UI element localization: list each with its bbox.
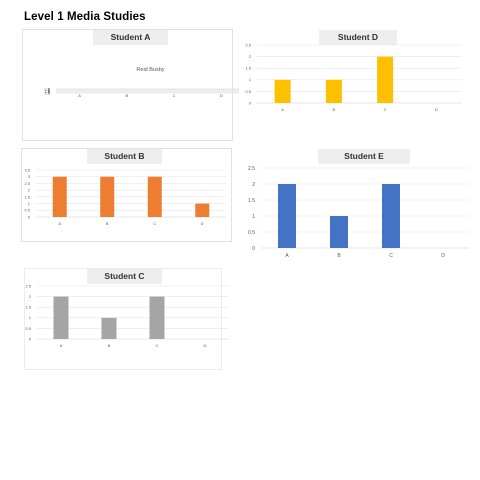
x-tick-label: A — [78, 93, 81, 98]
y-tick-label: 1.5 — [24, 194, 30, 199]
y-tick-label: 2 — [252, 182, 255, 188]
y-tick-label: 1.5 — [44, 89, 50, 94]
y-tick-label: 0.5 — [24, 208, 30, 213]
bar-c — [147, 176, 162, 217]
x-tick-label: C — [153, 221, 156, 226]
x-tick-label: A — [58, 221, 61, 226]
chart-student-d: 0 0.5 1 1.5 2 2.5 A B C D — [245, 42, 462, 112]
chart-title-student-b: Student B — [87, 149, 162, 164]
y-tick-label: 1 — [29, 315, 32, 320]
chart-student-e: 0 0.5 1 1.5 2 2.5 A B C D — [248, 166, 469, 259]
bar-c — [377, 56, 394, 103]
y-tick-label: 1.5 — [245, 66, 251, 71]
y-tick-label: 0 — [29, 336, 32, 341]
y-tick-label: 2.5 — [44, 90, 50, 95]
y-tick-label: 0 — [252, 246, 255, 252]
y-tick-label: 0.5 — [44, 87, 50, 92]
x-tick-label: A — [60, 343, 63, 348]
chart-subtitle: Reid Busby — [136, 67, 164, 73]
y-tick-label: 1.5 — [25, 305, 31, 310]
y-tick-label: 1 — [28, 201, 31, 206]
chart-student-c: 0 0.5 1 1.5 2 2.5 A B C D — [25, 283, 229, 348]
x-tick-label: C — [156, 343, 159, 348]
x-tick-label: D — [435, 107, 438, 112]
y-tick-label: 1 — [48, 88, 51, 93]
y-tick-label: 0.5 — [248, 230, 255, 236]
bar-a — [278, 184, 296, 248]
chart-title-student-a: Student A — [93, 30, 168, 45]
chart-panel-student-e — [238, 147, 471, 264]
y-tick-label: 0 — [48, 86, 51, 91]
bar-b — [101, 317, 117, 339]
y-tick-label: 2 — [48, 90, 51, 95]
x-tick-label: C — [173, 93, 176, 98]
x-tick-label: C — [389, 253, 393, 259]
y-tick-label: 0.5 — [245, 89, 251, 94]
bar-b — [330, 216, 348, 248]
y-tick-label: 1 — [249, 77, 252, 82]
y-tick-label: 2.5 — [245, 42, 251, 47]
y-tick-label: 0.5 — [25, 326, 31, 331]
x-tick-label: D — [201, 221, 204, 226]
x-tick-label: B — [108, 343, 111, 348]
x-tick-label: B — [126, 93, 129, 98]
y-tick-label: 1.5 — [248, 198, 255, 204]
bar-c — [382, 184, 400, 248]
y-tick-label: 2.5 — [24, 181, 30, 186]
y-tick-label: 2 — [28, 188, 31, 193]
chart-panel-student-a — [22, 29, 233, 141]
x-tick-label: C — [384, 107, 387, 112]
x-tick-label: A — [285, 253, 289, 259]
chart-title-student-d: Student D — [319, 30, 397, 45]
y-tick-label: 0 — [249, 100, 252, 105]
x-tick-label: A — [281, 107, 284, 112]
y-tick-label: 2.5 — [25, 283, 31, 288]
x-tick-label: D — [441, 253, 445, 259]
bar-b — [325, 79, 342, 103]
x-tick-label: B — [337, 253, 341, 259]
y-tick-label: 1 — [252, 214, 255, 220]
chart-title-student-e: Student E — [318, 149, 410, 164]
x-tick-label: D — [204, 343, 207, 348]
chart-title-student-c: Student C — [87, 269, 162, 284]
y-tick-label: 2 — [249, 54, 252, 59]
page-title: Level 1 Media Studies — [24, 11, 146, 23]
chart-student-a: Reid Busby 00.511.522.5 A B C D — [44, 67, 245, 98]
y-tick-label: 0 — [28, 214, 31, 219]
bar-c — [149, 296, 165, 339]
y-tick-label: 2 — [29, 294, 32, 299]
bar-a — [52, 176, 67, 217]
bar-a — [53, 296, 69, 339]
x-tick-label: B — [333, 107, 336, 112]
bar-d — [195, 203, 210, 217]
bar-a — [274, 79, 291, 103]
y-tick-label: 3 — [28, 174, 31, 179]
chart-student-b: 00.5 1 1.52 2.5 3 3.5 A B C D — [24, 167, 226, 226]
bar-b — [100, 176, 115, 217]
y-tick-label: 3.5 — [24, 167, 30, 172]
x-tick-label: B — [106, 221, 109, 226]
x-tick-label: D — [220, 93, 223, 98]
y-tick-label: 2.5 — [248, 166, 255, 172]
